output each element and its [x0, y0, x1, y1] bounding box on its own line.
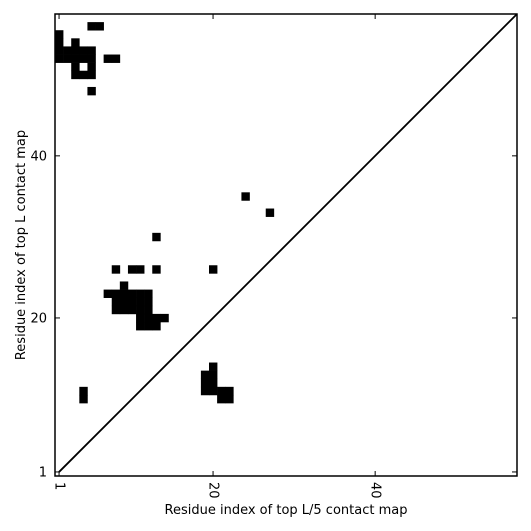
contact-cell — [209, 386, 218, 396]
contact-cell — [209, 265, 218, 274]
contact-cell — [144, 297, 153, 307]
contact-cell — [136, 289, 145, 298]
contact-cell — [55, 46, 64, 55]
contact-cell — [87, 62, 96, 72]
contact-cell — [119, 289, 129, 298]
contact-cells — [55, 22, 275, 404]
contact-cell — [55, 54, 64, 63]
contact-cell — [144, 289, 153, 298]
contact-cell — [200, 378, 210, 388]
contact-cell — [79, 54, 88, 63]
y-tick-label: 20 — [30, 311, 47, 326]
contact-cell — [111, 289, 121, 298]
contact-cell — [71, 54, 80, 63]
contact-cell — [55, 38, 64, 47]
contact-cell — [136, 313, 145, 323]
contact-cell — [127, 265, 137, 274]
contact-cell — [87, 86, 96, 96]
contact-cell — [71, 38, 80, 47]
contact-cell — [111, 265, 121, 274]
contact-cell — [225, 386, 234, 396]
contact-cell — [136, 322, 145, 331]
contact-cell — [71, 70, 80, 80]
contact-cell — [152, 232, 161, 242]
contact-cell — [160, 313, 169, 323]
contact-cell — [111, 305, 121, 315]
contact-cell — [136, 265, 145, 274]
contact-cell — [152, 265, 161, 274]
contact-cell — [209, 362, 218, 371]
contact-cell — [265, 208, 275, 217]
x-tick-label: 20 — [206, 482, 221, 499]
contact-cell — [217, 394, 226, 404]
x-tick-label: 1 — [52, 482, 67, 490]
contact-cell — [127, 305, 137, 315]
contact-cell — [63, 46, 72, 55]
contact-cell — [79, 386, 88, 396]
contact-cell — [63, 54, 72, 63]
contact-cell — [144, 305, 153, 315]
diagonal-line — [58, 13, 518, 473]
contact-cell — [136, 305, 145, 315]
x-axis-label: Residue index of top L/5 contact map — [165, 503, 408, 518]
contact-cell — [144, 313, 153, 323]
contact-cell — [79, 70, 88, 80]
contact-cell — [225, 394, 234, 404]
y-tick-label: 1 — [39, 465, 47, 480]
contact-cell — [136, 297, 145, 307]
contact-cell — [200, 370, 210, 380]
contact-cell — [119, 305, 129, 315]
contact-cell — [111, 54, 121, 63]
contact-cell — [103, 289, 113, 298]
contact-cell — [111, 297, 121, 307]
contact-cell — [103, 54, 113, 63]
contact-cell — [127, 289, 137, 298]
axis-ticks: 1 20 40 1 20 40 — [30, 14, 517, 499]
contact-cell — [209, 378, 218, 388]
x-tick-label: 40 — [368, 482, 383, 499]
contact-cell — [79, 46, 88, 55]
contact-cell — [119, 281, 129, 290]
contact-cell — [87, 70, 96, 80]
contact-cell — [79, 394, 88, 404]
contact-cell — [241, 192, 250, 201]
contact-cell — [71, 62, 80, 72]
y-tick-label: 40 — [30, 149, 47, 164]
contact-cell — [152, 322, 161, 331]
contact-cell — [200, 386, 210, 396]
contact-cell — [217, 386, 226, 396]
contact-cell — [95, 22, 104, 31]
plot-frame — [54, 13, 518, 477]
contact-cell — [87, 46, 96, 55]
contact-cell — [71, 46, 80, 55]
contact-cell — [144, 322, 153, 331]
contact-cell — [119, 297, 129, 307]
contact-cell — [127, 297, 137, 307]
contact-cell — [87, 54, 96, 63]
contact-cell — [152, 313, 161, 323]
contact-cell — [87, 22, 96, 31]
contact-cell — [209, 370, 218, 380]
y-axis-label: Residue index of top L contact map — [14, 130, 29, 360]
contact-cell — [55, 30, 64, 39]
